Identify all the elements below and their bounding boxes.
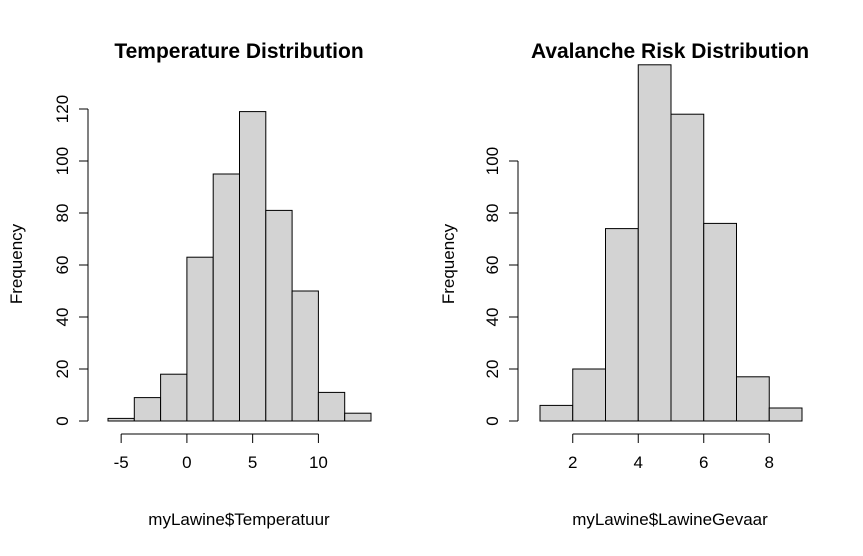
y-tick-label: 120 xyxy=(53,95,72,123)
histogram-bar xyxy=(186,256,214,422)
histogram-bar xyxy=(736,376,770,422)
y-tick-label: 100 xyxy=(53,147,72,175)
histogram-bar xyxy=(572,368,606,422)
x-tick-label: 8 xyxy=(765,453,774,472)
histogram-bar xyxy=(265,209,293,422)
y-tick-label: 0 xyxy=(483,416,502,425)
histogram-bar xyxy=(317,391,346,422)
y-axis-label: Frequency xyxy=(7,223,26,304)
histogram-bar xyxy=(107,417,135,422)
histogram-bar xyxy=(768,407,803,422)
y-tick-label: 60 xyxy=(53,256,72,275)
y-tick-label: 20 xyxy=(53,360,72,379)
y-tick-label: 0 xyxy=(53,416,72,425)
x-tick-label: 4 xyxy=(634,453,643,472)
x-tick-label: 6 xyxy=(699,453,708,472)
chart-title: Temperature Distribution xyxy=(114,40,363,63)
histogram-bar xyxy=(344,412,372,422)
histogram-bar xyxy=(605,228,639,422)
histogram-bar xyxy=(239,111,267,422)
x-tick-label: 10 xyxy=(309,453,328,472)
histogram-bar xyxy=(291,290,319,422)
histogram-bar xyxy=(160,373,188,422)
x-tick-label: 0 xyxy=(182,453,191,472)
y-tick-label: 80 xyxy=(53,204,72,223)
y-tick-label: 80 xyxy=(483,204,502,223)
histogram-bar xyxy=(133,397,162,422)
y-tick-label: 60 xyxy=(483,256,502,275)
y-tick-label: 40 xyxy=(53,308,72,327)
y-tick-label: 20 xyxy=(483,360,502,379)
histogram-bar xyxy=(212,173,240,422)
chart-title: Avalanche Risk Distribution xyxy=(531,40,809,63)
histogram-bar xyxy=(703,222,737,422)
temperature-histogram: Temperature Distribution020406080100120-… xyxy=(7,40,372,529)
histogram-bar xyxy=(539,404,574,422)
histogram-bar xyxy=(637,64,672,422)
histogram-bar xyxy=(670,113,705,422)
avalanche-risk-histogram: Avalanche Risk Distribution 0 20 40 60 80 100 2… xyxy=(439,40,809,529)
x-tick-label: -5 xyxy=(114,453,129,472)
x-axis-label: myLawine$LawineGevaar xyxy=(572,510,768,529)
y-axis-label: Frequency xyxy=(439,223,458,304)
x-tick-label: 2 xyxy=(568,453,577,472)
x-axis-label: myLawine$Temperatuur xyxy=(148,510,330,529)
y-tick-label: 40 xyxy=(483,308,502,327)
y-tick-label: 100 xyxy=(483,147,502,175)
x-tick-label: 5 xyxy=(248,453,257,472)
